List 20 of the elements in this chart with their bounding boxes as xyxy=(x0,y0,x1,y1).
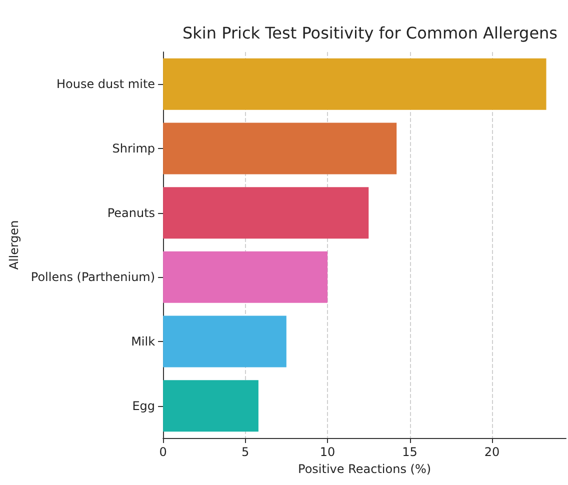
y-tick-label: Egg xyxy=(132,398,156,413)
y-tick-label: Peanuts xyxy=(107,206,156,220)
bar xyxy=(163,251,328,303)
x-tick-label: 0 xyxy=(159,445,167,459)
x-tick-label: 10 xyxy=(320,445,336,459)
y-tick-label: Milk xyxy=(131,334,156,348)
bar xyxy=(163,58,546,110)
x-tick-label: 20 xyxy=(484,445,500,459)
y-axis-title: Allergen xyxy=(7,220,21,270)
y-tick-label: House dust mite xyxy=(56,77,156,92)
bar xyxy=(163,122,397,174)
y-tick-label: Shrimp xyxy=(112,142,156,156)
chart-title: Skin Prick Test Positivity for Common Allergens xyxy=(182,24,558,42)
x-tick-label: 15 xyxy=(402,445,418,459)
y-tick-label: Pollens (Parthenium) xyxy=(30,270,156,284)
bar xyxy=(163,380,258,432)
bar xyxy=(163,316,286,368)
x-tick-label: 5 xyxy=(241,445,250,459)
bar xyxy=(163,187,369,239)
x-axis-title: Positive Reactions (%) xyxy=(298,462,432,476)
